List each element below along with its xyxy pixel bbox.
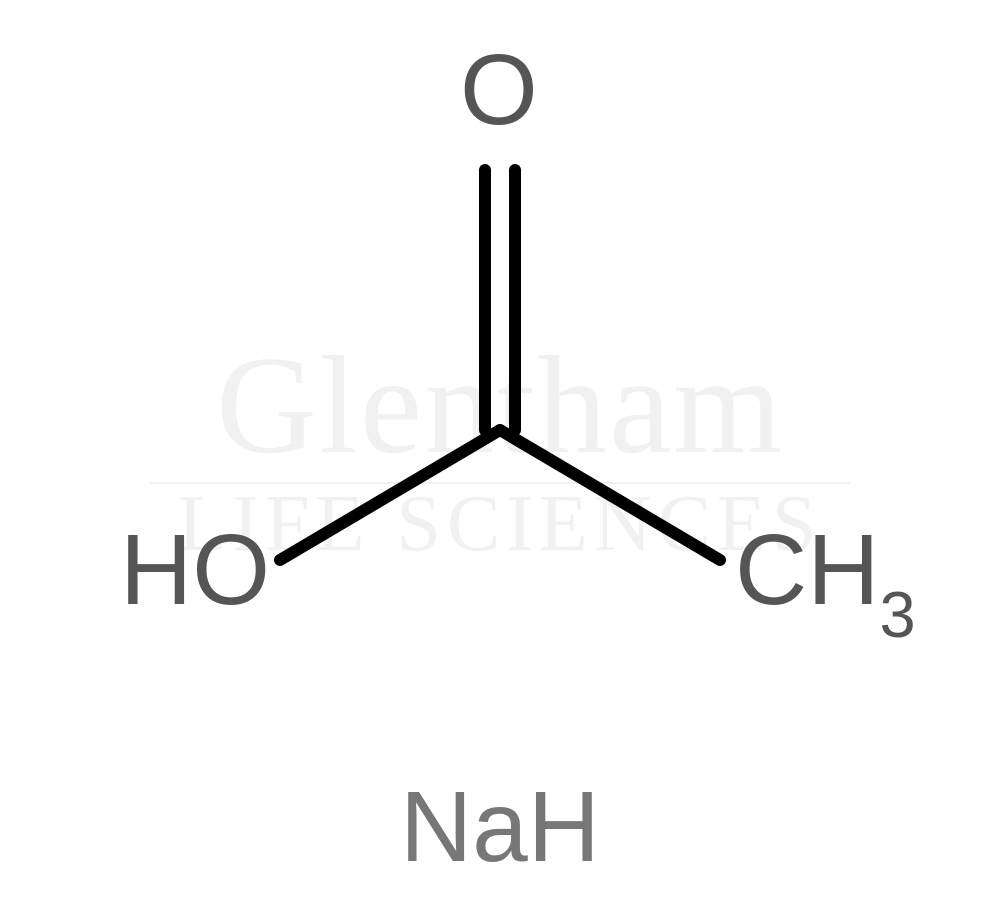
atom-ch3-right: CH3 xyxy=(735,520,916,635)
bond-c-oh xyxy=(280,430,500,560)
atom-ch3-main: CH xyxy=(735,514,879,626)
figure-canvas: Glentham LIFE SCIENCES O HO CH3 NaH xyxy=(0,0,1000,900)
counterion-nah: NaH xyxy=(400,770,600,885)
atom-o-top: O xyxy=(460,40,538,140)
atom-ch3-sub: 3 xyxy=(879,578,915,651)
bond-c-ch3 xyxy=(500,430,720,560)
atom-ho-left: HO xyxy=(120,520,270,620)
